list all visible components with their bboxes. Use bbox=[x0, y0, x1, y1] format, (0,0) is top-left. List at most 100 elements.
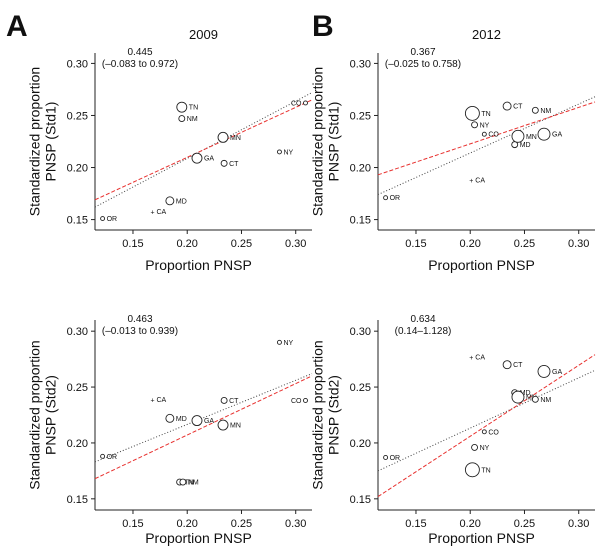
y-tick-label: 0.30 bbox=[350, 58, 371, 70]
regression-line-dashed bbox=[377, 354, 596, 498]
regression-line-dotted bbox=[377, 369, 596, 472]
data-point bbox=[165, 413, 175, 423]
y-axis-label-line: PNSP (Std1) bbox=[43, 102, 59, 182]
data-point bbox=[537, 364, 551, 378]
y-tick-label: 0.20 bbox=[67, 438, 88, 450]
chart-panels: 0.15 0.20 0.25 0.30 0.15 0.20 0.25 0.30 2009 Prop… bbox=[27, 27, 596, 546]
y-axis-label-line: Standardized proportion bbox=[310, 340, 326, 489]
data-point bbox=[217, 419, 229, 431]
data-point bbox=[481, 429, 487, 435]
data-point bbox=[220, 159, 228, 167]
panel-title: 2009 bbox=[189, 27, 218, 42]
y-axis-label-line: PNSP (Std2) bbox=[326, 375, 342, 455]
x-tick-label: 0.20 bbox=[177, 238, 198, 250]
data-point-label: CT bbox=[229, 398, 239, 405]
x-axis-label: Proportion PNSP bbox=[428, 257, 535, 273]
y-tick-label: 0.20 bbox=[67, 163, 88, 175]
correlation-annotation: (–0.083 to 0.972) bbox=[102, 59, 178, 70]
data-point-label: TN bbox=[481, 467, 490, 474]
y-tick-label: 0.30 bbox=[350, 326, 371, 338]
data-point: + bbox=[150, 397, 154, 404]
y-axis-label-line: PNSP (Std1) bbox=[326, 102, 342, 182]
x-axis-label: Proportion PNSP bbox=[428, 530, 535, 546]
x-tick-label: 0.20 bbox=[460, 238, 481, 250]
panel-letter-a: A bbox=[6, 10, 28, 43]
data-point bbox=[511, 390, 525, 404]
data-point-label: MN bbox=[526, 395, 537, 402]
x-tick-label: 0.15 bbox=[405, 518, 426, 530]
y-axis-label: Standardized proportionPNSP (Std1) bbox=[27, 67, 59, 216]
correlation-annotation: 0.634 bbox=[410, 314, 435, 325]
data-point bbox=[471, 443, 479, 451]
data-point bbox=[178, 115, 186, 123]
data-point-label: CT bbox=[513, 104, 523, 111]
data-point-label: CT bbox=[513, 362, 523, 369]
data-point-label: CO bbox=[291, 100, 302, 107]
chart-panel-3: 0.15 0.20 0.25 0.30 0.15 0.20 0.25 0.30 Proporti… bbox=[27, 314, 313, 546]
x-tick-label: 0.25 bbox=[231, 518, 252, 530]
data-point bbox=[217, 131, 229, 143]
data-point-label: TN bbox=[185, 480, 194, 487]
y-axis-label-line: Standardized proportion bbox=[27, 67, 43, 216]
data-point bbox=[537, 127, 551, 141]
y-tick-label: 0.25 bbox=[350, 382, 371, 394]
y-axis-label: Standardized proportionPNSP (Std1) bbox=[310, 67, 342, 216]
data-point-label: MN bbox=[230, 423, 241, 430]
data-point bbox=[277, 339, 282, 345]
data-point bbox=[502, 360, 512, 370]
data-point bbox=[165, 196, 175, 206]
y-axis-label-line: PNSP (Std2) bbox=[43, 375, 59, 455]
data-point-label: NM bbox=[188, 480, 199, 487]
correlation-annotation: 0.445 bbox=[127, 47, 152, 58]
regression-line-dashed bbox=[377, 101, 596, 176]
y-tick-label: 0.25 bbox=[350, 110, 371, 122]
data-point-label: CO bbox=[488, 429, 499, 436]
x-axis-label: Proportion PNSP bbox=[145, 257, 252, 273]
y-tick-label: 0.30 bbox=[67, 326, 88, 338]
data-point bbox=[179, 478, 187, 486]
data-point-label: NM bbox=[540, 108, 551, 115]
data-point-label: GA bbox=[204, 156, 214, 163]
x-tick-label: 0.15 bbox=[405, 238, 426, 250]
data-point-label: CA bbox=[475, 178, 485, 185]
correlation-annotation: 0.367 bbox=[410, 47, 435, 58]
data-point-label: NY bbox=[283, 149, 293, 156]
correlation-annotation: (–0.025 to 0.758) bbox=[385, 59, 461, 70]
data-point-label: CT bbox=[229, 161, 239, 168]
regression-line-dashed bbox=[94, 375, 313, 480]
data-point-label: MD bbox=[520, 142, 531, 149]
data-point-label: TN bbox=[189, 105, 198, 112]
data-point: + bbox=[150, 209, 154, 216]
data-point-label: CA bbox=[157, 397, 167, 404]
data-point-label: NY bbox=[283, 340, 293, 347]
data-point-label: TN bbox=[481, 111, 490, 118]
data-point-label: OR bbox=[107, 454, 118, 461]
data-point-label: CA bbox=[475, 354, 485, 361]
data-point bbox=[100, 453, 106, 459]
y-tick-label: 0.30 bbox=[67, 58, 88, 70]
data-point bbox=[511, 129, 525, 143]
correlation-annotation: (–0.013 to 0.939) bbox=[102, 326, 178, 337]
data-point-label: CO bbox=[488, 132, 499, 139]
data-point bbox=[531, 106, 539, 114]
correlation-annotation: 0.463 bbox=[127, 314, 152, 325]
y-tick-label: 0.15 bbox=[350, 215, 371, 227]
x-tick-label: 0.15 bbox=[122, 518, 143, 530]
panel-title: 2012 bbox=[472, 27, 501, 42]
data-point-label: GA bbox=[552, 369, 562, 376]
data-point-label: NM bbox=[540, 397, 551, 404]
data-point-label: GA bbox=[204, 418, 214, 425]
y-axis-label: Standardized proportionPNSP (Std2) bbox=[27, 340, 59, 489]
data-point-label: OR bbox=[107, 216, 118, 223]
data-point-label: MD bbox=[176, 416, 187, 423]
chart-panel-1: 0.15 0.20 0.25 0.30 0.15 0.20 0.25 0.30 2009 Prop… bbox=[27, 27, 313, 273]
data-point: + bbox=[469, 355, 473, 362]
data-point bbox=[464, 105, 480, 121]
y-axis-label: Standardized proportionPNSP (Std2) bbox=[310, 340, 342, 489]
data-point-label: MD bbox=[520, 390, 531, 397]
y-axis-label-line: Standardized proportion bbox=[27, 340, 43, 489]
data-point-label: CO bbox=[291, 398, 302, 405]
data-point-label: NY bbox=[480, 445, 490, 452]
data-point bbox=[471, 121, 479, 129]
y-tick-label: 0.25 bbox=[67, 110, 88, 122]
